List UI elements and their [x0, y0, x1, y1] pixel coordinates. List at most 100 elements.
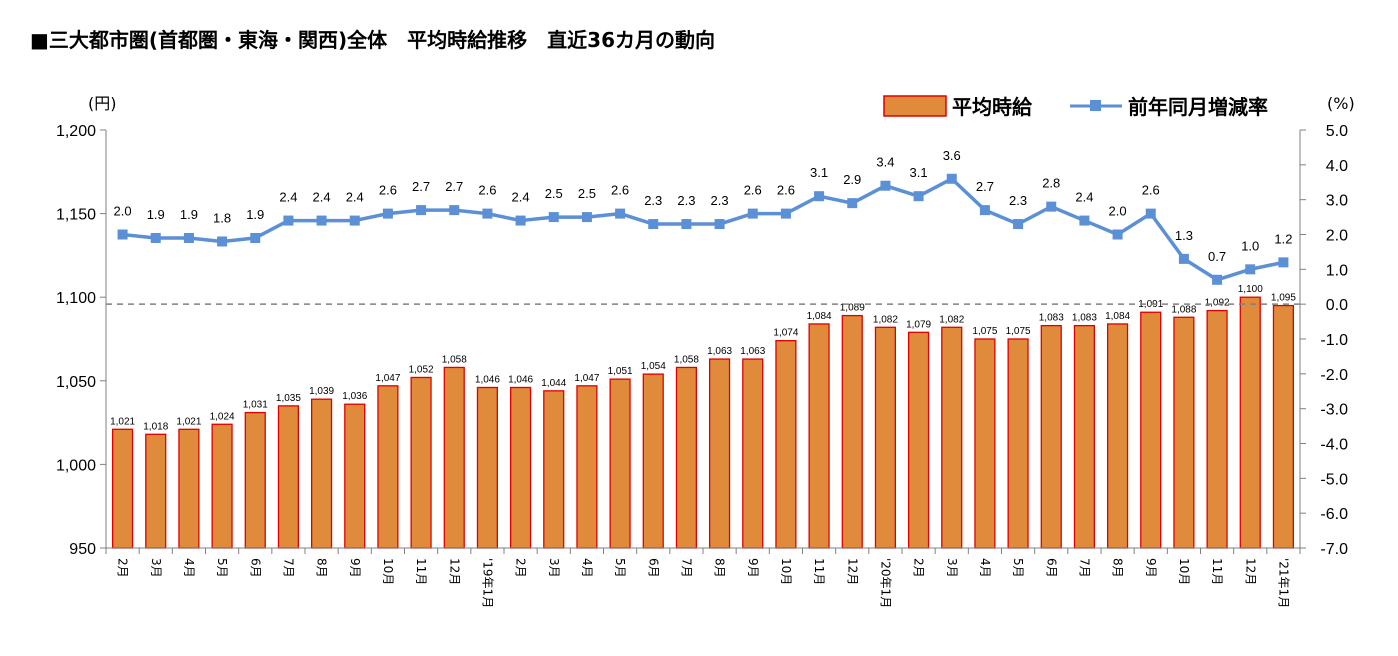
line-marker	[814, 191, 825, 202]
bar-value-label: 1,100	[1238, 284, 1263, 295]
bar-value-label: 1,091	[1138, 299, 1163, 310]
line-value-label: 1.3	[1175, 228, 1193, 243]
line-value-label: 0.7	[1208, 249, 1226, 264]
line-value-label: 2.4	[1075, 190, 1093, 205]
category-label: 3月	[547, 558, 561, 578]
bar	[543, 390, 565, 549]
line-marker	[747, 208, 758, 219]
line-value-label: 2.3	[711, 193, 729, 208]
line-value-label: 1.0	[1241, 238, 1259, 253]
bar-value-label: 1,051	[608, 366, 633, 377]
line-value-label: 2.6	[777, 183, 795, 198]
bar-value-label: 1,074	[773, 328, 798, 339]
category-axis: 2月 3月 4月 5月 6月 7月 8月 9月 10月 11月 12月 '19年1月 2月 3月 4月 5月 6…	[105, 548, 1301, 608]
category-label: 6月	[248, 558, 262, 578]
bar-value-label: 1,058	[674, 354, 699, 365]
line-series: 2.0 1.9 1.9 1.8 1.9 2.4 2.4 2.4 2.6 2.7 2.7 2.6 2.4 2…	[114, 148, 1292, 285]
line-marker	[1145, 208, 1156, 219]
line-value-label: 1.9	[180, 207, 198, 222]
category-label: 8月	[1111, 558, 1125, 578]
bar-value-label: 1,031	[243, 400, 268, 411]
bar-value-label: 1,046	[475, 374, 500, 385]
bar-value-label: 1,054	[641, 361, 666, 372]
bar	[509, 386, 532, 549]
category-label: 10月	[779, 558, 793, 585]
category-label: 8月	[315, 558, 329, 578]
right-tick-label: -5.0	[1320, 471, 1348, 488]
bar	[642, 373, 664, 549]
bar	[808, 323, 830, 549]
line-path	[122, 177, 1284, 282]
category-label: 3月	[149, 558, 163, 578]
category-label: 4月	[580, 558, 594, 578]
bar	[941, 326, 963, 549]
bar	[841, 314, 863, 549]
bar	[145, 433, 167, 549]
line-value-label: 2.6	[478, 183, 496, 198]
category-label: 12月	[1243, 558, 1257, 585]
bar-value-label: 1,088	[1171, 304, 1196, 315]
left-tick-label: 1,050	[56, 374, 96, 391]
line-marker	[150, 232, 161, 243]
bar	[344, 403, 366, 549]
line-marker	[581, 212, 592, 223]
right-tick-label: -1.0	[1320, 332, 1348, 349]
bar-value-label: 1,044	[541, 378, 566, 389]
line-marker	[681, 219, 692, 230]
right-tick-label: 2.0	[1326, 228, 1348, 245]
category-label: 6月	[646, 558, 660, 578]
category-label: 12月	[447, 558, 461, 585]
line-marker	[1079, 215, 1090, 226]
bar-value-label: 1,084	[807, 311, 832, 322]
category-label: 9月	[348, 558, 362, 578]
line-value-label: 1.8	[213, 210, 231, 225]
line-marker	[316, 215, 327, 226]
line-value-label: 2.4	[279, 190, 297, 205]
bar	[675, 366, 698, 549]
left-tick-label: 1,100	[56, 290, 96, 307]
bar	[310, 398, 333, 549]
bar	[1206, 309, 1228, 549]
category-label: 3月	[945, 558, 959, 578]
line-value-label: 1.9	[147, 207, 165, 222]
line-marker	[1278, 257, 1289, 268]
left-tick-label: 1,200	[56, 123, 96, 140]
line-marker	[250, 232, 261, 243]
line-marker	[847, 198, 858, 209]
line-marker	[382, 208, 393, 219]
bar-value-label: 1,082	[873, 314, 898, 325]
line-value-label: 2.6	[744, 183, 762, 198]
bar-value-label: 1,018	[143, 421, 168, 432]
category-label: '20年1月	[878, 558, 892, 608]
right-tick-label: 0.0	[1326, 297, 1348, 314]
bar-value-label: 1,021	[176, 416, 201, 427]
category-label: 10月	[381, 558, 395, 585]
right-tick-label: -3.0	[1320, 402, 1348, 419]
right-tick-label: -6.0	[1320, 506, 1348, 523]
legend-bar-swatch	[883, 95, 947, 117]
left-tick-label: 1,150	[56, 207, 96, 224]
left-axis-unit: (円)	[88, 94, 117, 113]
bar-value-label: 1,052	[409, 364, 434, 375]
line-marker	[1245, 264, 1256, 275]
bar	[111, 428, 134, 549]
line-marker	[1212, 274, 1223, 285]
line-value-label: 2.5	[578, 186, 596, 201]
line-marker	[515, 215, 526, 226]
bar-value-label: 1,036	[342, 391, 367, 402]
category-label: 4月	[978, 558, 992, 578]
line-value-label: 3.6	[943, 148, 961, 163]
bar-value-label: 1,063	[740, 346, 765, 357]
bar	[1173, 316, 1195, 549]
line-value-label: 2.6	[611, 183, 629, 198]
right-tick-label: 5.0	[1326, 123, 1348, 140]
line-value-label: 2.6	[379, 183, 397, 198]
bar-value-label: 1,063	[707, 346, 732, 357]
category-label: 2月	[116, 558, 130, 578]
right-tick-label: 1.0	[1326, 262, 1348, 279]
line-value-label: 2.3	[1009, 193, 1027, 208]
bar	[476, 386, 499, 549]
bar-value-label: 1,058	[442, 354, 467, 365]
left-tick-label: 950	[69, 541, 96, 558]
line-value-label: 3.4	[876, 155, 894, 170]
